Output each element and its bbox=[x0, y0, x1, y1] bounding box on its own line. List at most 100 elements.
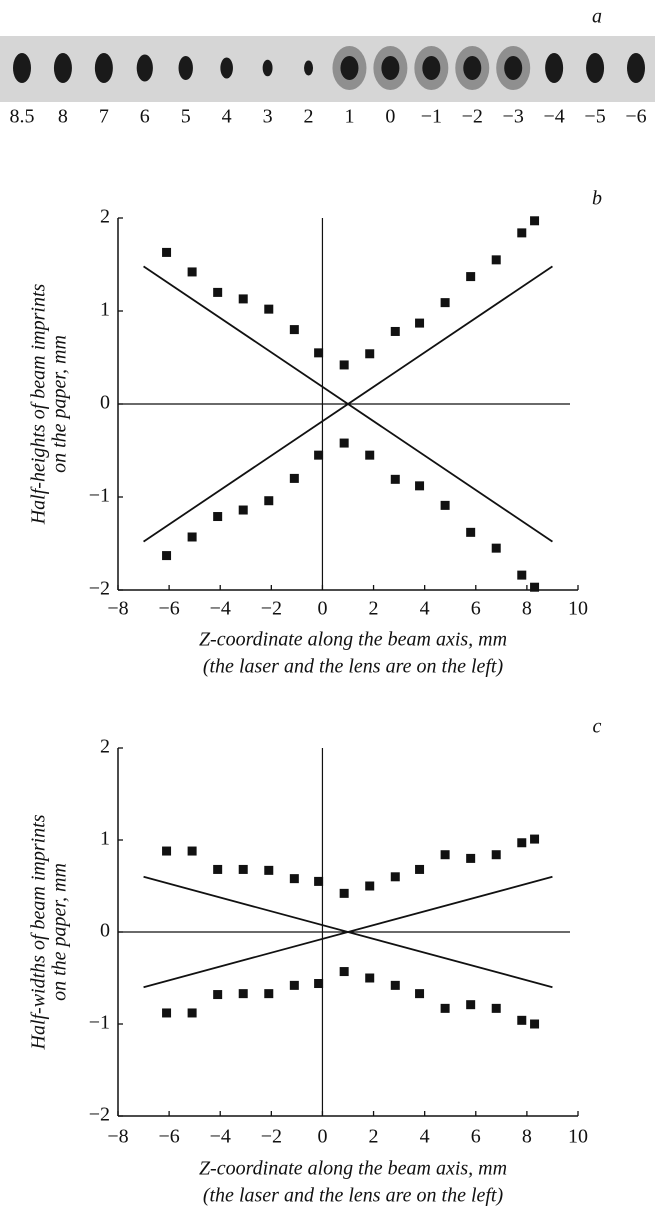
point bbox=[517, 228, 527, 238]
scale-label: −3 bbox=[503, 106, 524, 128]
scale-label: 6 bbox=[140, 106, 150, 128]
point bbox=[491, 255, 501, 265]
x-tick-label: −6 bbox=[158, 598, 179, 620]
point bbox=[264, 865, 274, 875]
point bbox=[530, 216, 540, 226]
point bbox=[530, 1019, 540, 1029]
point bbox=[289, 874, 299, 884]
point bbox=[187, 1008, 197, 1018]
x-tick-label: 2 bbox=[369, 1126, 379, 1148]
point bbox=[415, 481, 425, 491]
x-axis-label: (the laser and the lens are on the left) bbox=[203, 1185, 504, 1207]
point bbox=[517, 1015, 527, 1025]
x-tick-label: 0 bbox=[317, 1126, 327, 1148]
point bbox=[162, 247, 172, 257]
x-tick-label: 6 bbox=[471, 1126, 481, 1148]
scale-label: 5 bbox=[181, 106, 191, 128]
point bbox=[390, 326, 400, 336]
point bbox=[187, 532, 197, 542]
scale-label: 1 bbox=[344, 106, 354, 128]
point bbox=[213, 287, 223, 297]
point bbox=[213, 990, 223, 1000]
x-tick-label: −2 bbox=[261, 1126, 282, 1148]
point bbox=[314, 979, 324, 989]
y-tick-label: −2 bbox=[89, 578, 110, 600]
imprint bbox=[53, 53, 72, 83]
point bbox=[238, 505, 248, 515]
point bbox=[390, 474, 400, 484]
point bbox=[440, 1003, 450, 1013]
point bbox=[339, 888, 349, 898]
point bbox=[314, 450, 324, 460]
imprint bbox=[304, 60, 314, 76]
point bbox=[440, 500, 450, 510]
x-tick-label: 10 bbox=[568, 598, 588, 620]
point bbox=[289, 980, 299, 990]
x-tick-label: 4 bbox=[420, 598, 430, 620]
point bbox=[440, 850, 450, 860]
point bbox=[365, 973, 375, 983]
point bbox=[238, 989, 248, 999]
imprint bbox=[220, 57, 233, 79]
imprint bbox=[136, 54, 153, 82]
point bbox=[339, 438, 349, 448]
point bbox=[415, 989, 425, 999]
point bbox=[238, 294, 248, 304]
y-axis-label: Half-heights of beam imprints bbox=[28, 284, 50, 526]
point bbox=[517, 838, 527, 848]
point bbox=[339, 360, 349, 370]
scale-label: 3 bbox=[263, 106, 273, 128]
imprint bbox=[340, 56, 359, 80]
scale-label: −6 bbox=[625, 106, 646, 128]
point bbox=[339, 967, 349, 977]
y-axis-label: on the paper, mm bbox=[49, 335, 71, 473]
imprint bbox=[262, 59, 273, 77]
point bbox=[187, 846, 197, 856]
panel-label: c bbox=[593, 716, 602, 738]
point bbox=[517, 570, 527, 580]
point bbox=[530, 582, 540, 592]
point bbox=[264, 496, 274, 506]
y-axis-label: on the paper, mm bbox=[49, 863, 71, 1001]
point bbox=[491, 1003, 501, 1013]
point bbox=[466, 527, 476, 537]
point bbox=[466, 853, 476, 863]
point bbox=[415, 318, 425, 328]
point bbox=[491, 850, 501, 860]
imprint bbox=[586, 53, 605, 83]
scale-label: −4 bbox=[543, 106, 564, 128]
point bbox=[415, 864, 425, 874]
imprint bbox=[94, 53, 113, 83]
point bbox=[314, 348, 324, 358]
point bbox=[530, 834, 540, 844]
x-tick-label: 0 bbox=[317, 598, 327, 620]
scale-label: −2 bbox=[462, 106, 483, 128]
y-tick-label: 0 bbox=[100, 920, 110, 942]
point bbox=[390, 980, 400, 990]
y-tick-label: −1 bbox=[89, 485, 110, 507]
x-tick-label: 8 bbox=[522, 1126, 532, 1148]
x-tick-label: −4 bbox=[210, 598, 231, 620]
y-axis-label: Half-widths of beam imprints bbox=[28, 814, 50, 1050]
y-tick-label: 0 bbox=[100, 392, 110, 414]
point bbox=[264, 989, 274, 999]
x-tick-label: −2 bbox=[261, 598, 282, 620]
imprint bbox=[178, 56, 193, 80]
scale-label: −1 bbox=[421, 106, 442, 128]
scale-label: 8 bbox=[58, 106, 68, 128]
y-tick-label: 1 bbox=[100, 299, 110, 321]
fit-line bbox=[143, 875, 553, 989]
x-tick-label: 2 bbox=[369, 598, 379, 620]
fit-line bbox=[143, 265, 553, 543]
point bbox=[213, 864, 223, 874]
imprint bbox=[13, 53, 31, 83]
panel-label: a bbox=[592, 6, 602, 28]
y-tick-label: −2 bbox=[89, 1104, 110, 1126]
point bbox=[466, 1000, 476, 1010]
x-tick-label: 4 bbox=[420, 1126, 430, 1148]
point bbox=[365, 349, 375, 359]
imprint bbox=[545, 53, 564, 83]
point bbox=[314, 876, 324, 886]
x-tick-label: −6 bbox=[158, 1126, 179, 1148]
